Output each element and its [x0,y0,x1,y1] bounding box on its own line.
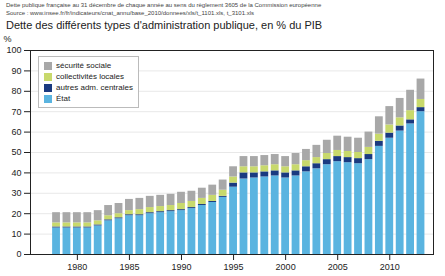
svg-text:1990: 1990 [171,262,191,272]
html-text:État: État [56,94,71,103]
html-text:autres adm. centrales: autres adm. centrales [56,83,133,92]
html-text:collectivités locales: collectivités locales [56,72,124,81]
svg-text:1985: 1985 [119,262,139,272]
svg-text:1995: 1995 [224,262,244,272]
svg-text:20: 20 [11,209,21,219]
svg-text:1980: 1980 [67,262,87,272]
svg-text:2000: 2000 [276,262,296,272]
html-text:Dette publique française au 31: Dette publique française au 31 décembre … [6,2,322,8]
html-text:Dette des différents types d'a: Dette des différents types d'administrat… [6,19,323,31]
svg-text:%: % [4,34,12,44]
html-text:sécurité sociale: sécurité sociale [56,61,112,70]
svg-text:30: 30 [11,188,21,198]
svg-text:70: 70 [11,107,21,117]
svg-text:0: 0 [16,249,21,259]
svg-text:90: 90 [11,66,21,76]
svg-text:10: 10 [11,229,21,239]
svg-text:40: 40 [11,168,21,178]
svg-text:2010: 2010 [380,262,400,272]
svg-text:80: 80 [11,86,21,96]
svg-text:100: 100 [6,45,21,55]
svg-text:60: 60 [11,127,21,137]
html-text:Source : www.insee.fr/fr/indic: Source : www.insee.fr/fr/indicateurs/cna… [6,9,254,16]
svg-text:50: 50 [11,147,21,157]
svg-text:2005: 2005 [328,262,348,272]
